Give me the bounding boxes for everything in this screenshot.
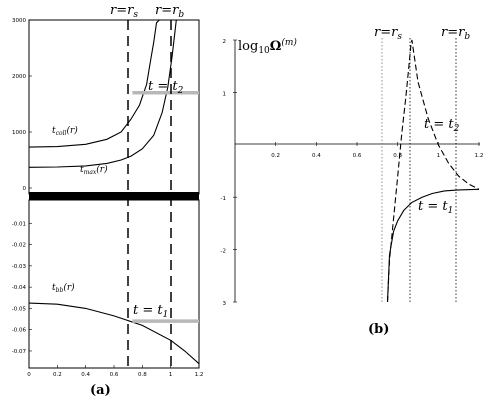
panel-b-label: (b) xyxy=(368,322,389,337)
panel-b-y-label: log10Ω(m) xyxy=(238,37,297,56)
t-bb-label: tbb(r) xyxy=(52,282,75,294)
t1-label-a: t = t1 xyxy=(133,303,168,320)
x-tick-label: 1 xyxy=(437,153,441,159)
rs-label-b: r=rs xyxy=(374,25,402,42)
y-tick-label: 1 xyxy=(223,91,227,97)
t2-curve-b xyxy=(386,39,480,303)
y-tick-label: -2 xyxy=(221,249,226,255)
x-tick-label: 0.4 xyxy=(81,372,90,378)
x-tick-label: 0.2 xyxy=(53,372,62,378)
rb-label-b: r=rb xyxy=(441,25,470,42)
y-tick-label: 3000 xyxy=(12,18,26,24)
panel-a-lower-ticks: -0.01 -0.02 -0.03 -0.04 -0.05 -0.06 -0.07 0 0.2 0… xyxy=(12,221,204,378)
rb-label-a: r=rb xyxy=(155,3,184,20)
rs-label-a: r=rs xyxy=(110,3,138,20)
x-tick-label: 0.2 xyxy=(271,153,280,159)
x-tick-label: 0.8 xyxy=(393,153,402,159)
x-tick-label: 1.2 xyxy=(475,153,484,159)
panel-a-label: (a) xyxy=(90,383,111,398)
x-tick-label: 1.2 xyxy=(195,372,204,378)
y-tick-label: 1000 xyxy=(12,130,26,136)
y-tick-label: -0.01 xyxy=(12,221,26,227)
y-tick-label: -0.05 xyxy=(12,306,27,312)
x-tick-label: 0.6 xyxy=(110,372,119,378)
t-max-curve xyxy=(28,19,177,168)
y-tick-label: 2000 xyxy=(12,74,26,80)
y-tick-label: -0.07 xyxy=(12,349,27,355)
t1-curve-b xyxy=(386,188,480,303)
x-tick-label: 0.6 xyxy=(353,153,362,159)
panel-a-lower: -0.01 -0.02 -0.03 -0.04 -0.05 -0.06 -0.07 0 0.2 0… xyxy=(12,199,204,378)
y-tick-label: 0 xyxy=(23,186,27,192)
y-tick-label: -0.02 xyxy=(12,243,26,249)
panel-b: 0.2 0.4 0.6 0.8 1 1.2 2 1 -1 -2 3 log10Ω(m) r=rs r… xyxy=(221,25,484,307)
y-tick-label: 2 xyxy=(223,39,227,45)
y-tick-label: 3 xyxy=(223,301,227,307)
y-tick-label: -0.06 xyxy=(12,328,27,334)
t1-label-b: t = t1 xyxy=(418,199,453,216)
y-tick-label: -0.04 xyxy=(12,285,27,291)
x-tick-label: 1 xyxy=(169,372,173,378)
panel-a-separator xyxy=(29,192,199,200)
panel-a-upper-y-ticks: 0 1000 2000 3000 xyxy=(12,18,32,192)
t-bb-curve xyxy=(28,302,200,365)
y-tick-label: -1 xyxy=(221,196,226,202)
t2-label: t = t2 xyxy=(148,79,184,96)
x-tick-label: 0.8 xyxy=(138,372,147,378)
panel-b-ticks: 0.2 0.4 0.6 0.8 1 1.2 2 1 -1 -2 3 xyxy=(221,39,484,307)
x-tick-label: 0 xyxy=(27,372,31,378)
t2-label-b: t = t2 xyxy=(424,117,460,134)
t-coll-curve xyxy=(28,19,160,148)
y-tick-label: -0.03 xyxy=(12,264,27,270)
x-tick-label: 0.4 xyxy=(312,153,321,159)
t-coll-label: tcoll(r) xyxy=(52,125,78,137)
